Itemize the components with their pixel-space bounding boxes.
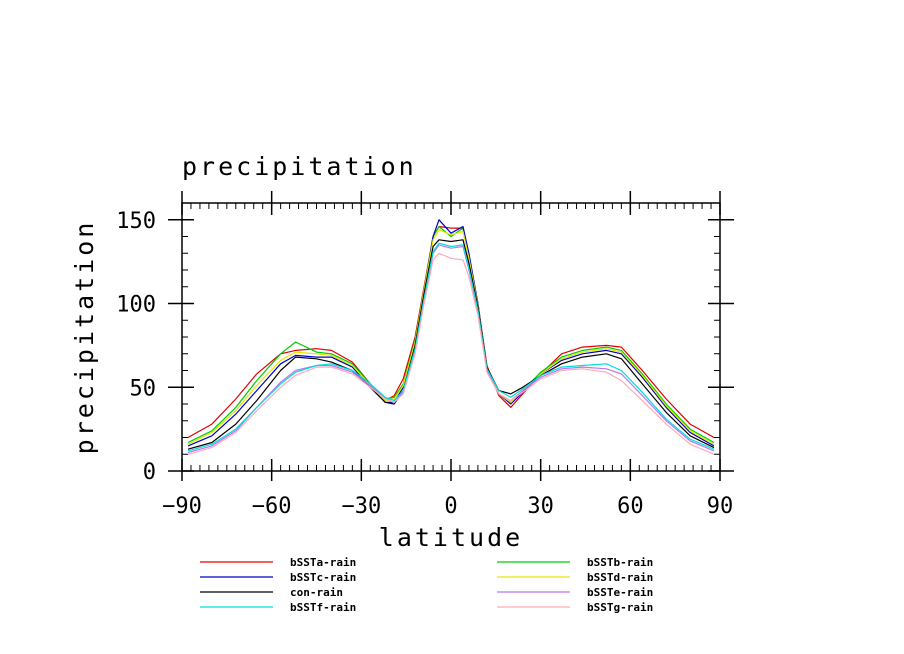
- y-axis-label: precipitation: [70, 220, 99, 455]
- series-lines: [187, 219, 715, 455]
- series-line-con-rain: [187, 239, 715, 450]
- chart-title: precipitation: [182, 152, 417, 181]
- legend-label-bSSTf-rain: bSSTf-rain: [290, 601, 356, 614]
- legend: bSSTa-rain bSSTb-rain bSSTc-rain bSSTd-rain…: [200, 556, 653, 614]
- x-axis-label: latitude: [379, 523, 523, 552]
- x-tick-label: −90: [162, 494, 202, 519]
- y-tick-label: 150: [116, 209, 156, 234]
- x-tick-label: 60: [617, 494, 644, 519]
- series-line-bSSTe-rain: [187, 244, 715, 454]
- x-tick-label: 90: [707, 494, 734, 519]
- series-line-bSSTb-rain: [187, 225, 715, 444]
- legend-label-bSSTb-rain: bSSTb-rain: [587, 556, 653, 569]
- axis-ticks: [168, 191, 734, 481]
- y-tick-label: 0: [143, 460, 156, 485]
- series-line-bSSTd-rain: [187, 229, 715, 445]
- axis-tick-labels: −90 −60 −30 0 30 60 90 0 50 100 150: [116, 209, 733, 519]
- legend-label-bSSTd-rain: bSSTd-rain: [587, 571, 653, 584]
- legend-label-con-rain: con-rain: [290, 586, 343, 599]
- x-tick-label: −60: [252, 494, 292, 519]
- x-tick-label: 30: [527, 494, 554, 519]
- series-line-bSSTc-rain: [187, 219, 715, 447]
- legend-label-bSSTe-rain: bSSTe-rain: [587, 586, 653, 599]
- series-line-bSSTf-rain: [187, 242, 715, 452]
- series-line-bSSTg-rain: [187, 252, 715, 455]
- x-tick-label: 0: [444, 494, 457, 519]
- legend-label-bSSTc-rain: bSSTc-rain: [290, 571, 356, 584]
- legend-label-bSSTg-rain: bSSTg-rain: [587, 601, 653, 614]
- x-tick-label: −30: [341, 494, 381, 519]
- legend-label-bSSTa-rain: bSSTa-rain: [290, 556, 356, 569]
- y-tick-label: 100: [116, 293, 156, 318]
- y-tick-label: 50: [130, 376, 157, 401]
- plot-frame: [181, 202, 721, 472]
